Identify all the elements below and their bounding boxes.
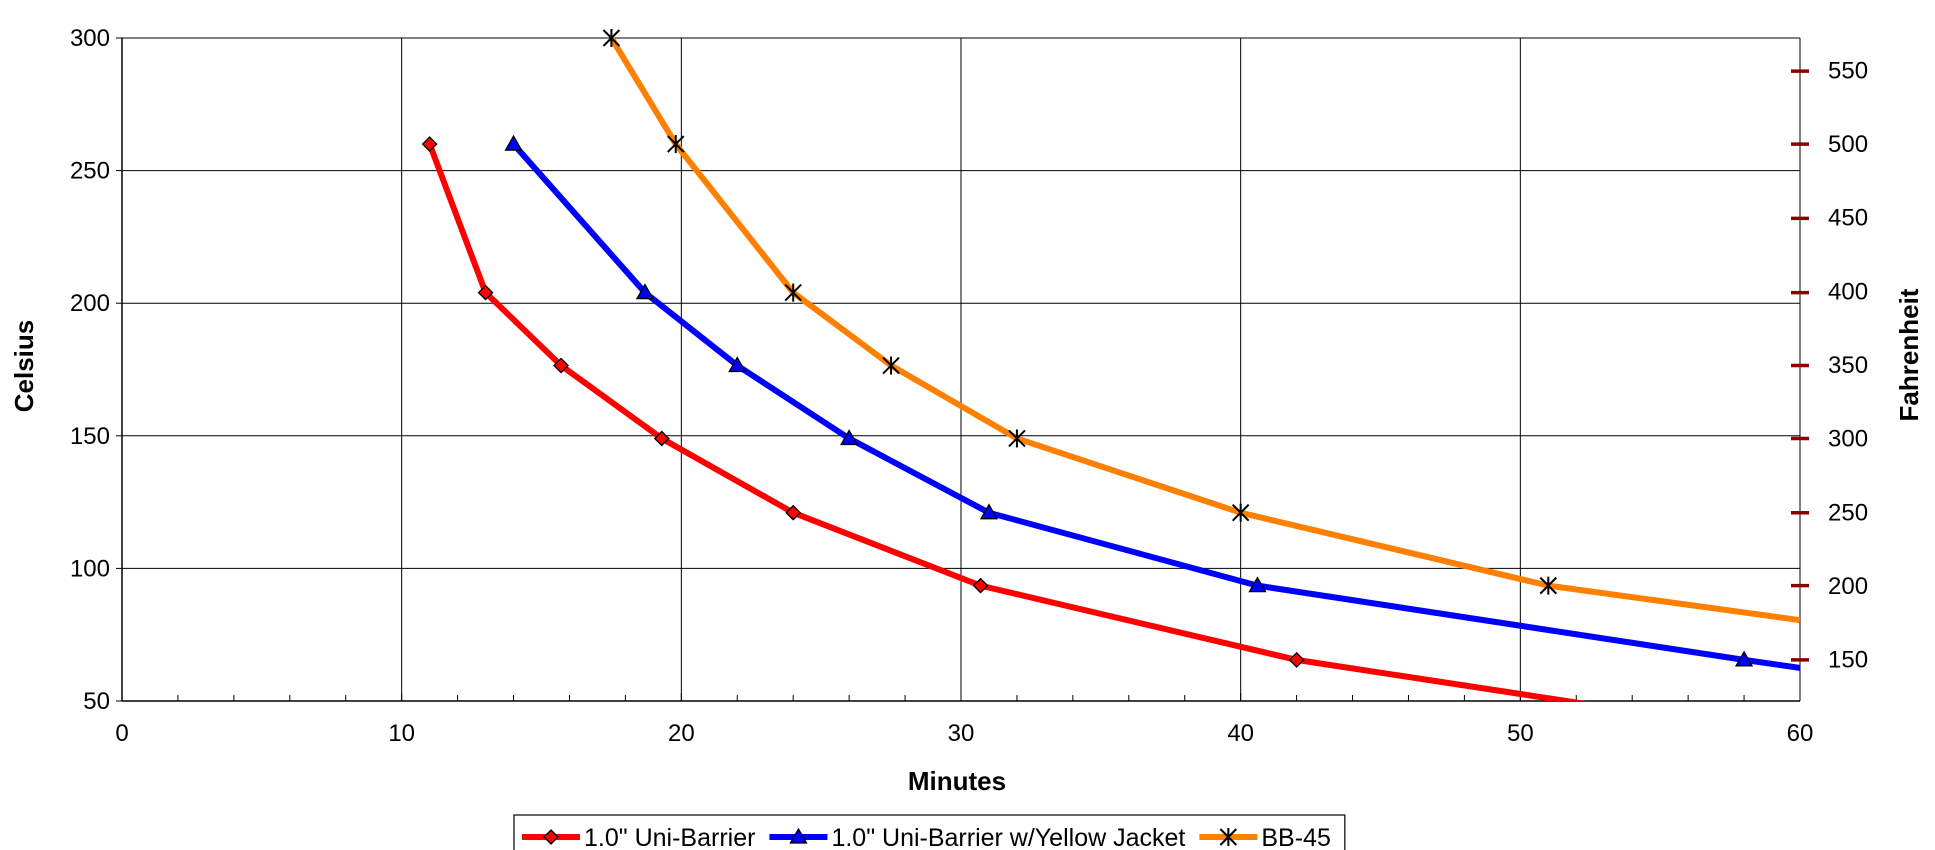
y-tick-label: 300 xyxy=(70,25,110,52)
legend-item-0: 1.0" Uni-Barrier xyxy=(522,824,755,850)
data-point xyxy=(635,283,655,300)
axes-layer xyxy=(116,37,1809,702)
series-line-0 xyxy=(426,143,1587,701)
data-point xyxy=(1248,576,1267,593)
data-point xyxy=(728,356,747,373)
data-point xyxy=(840,429,859,446)
y-tick-label: 150 xyxy=(70,423,110,450)
data-point xyxy=(1231,503,1250,522)
data-point xyxy=(602,29,621,47)
data-point xyxy=(553,357,569,374)
data-point xyxy=(477,284,494,301)
series-line-1 xyxy=(511,142,1800,671)
y2-tick-label: 500 xyxy=(1828,131,1868,158)
y2-tick-label: 400 xyxy=(1828,278,1868,305)
legend-marker xyxy=(789,827,808,844)
data-point xyxy=(784,283,802,302)
x-tick-label: 20 xyxy=(668,720,695,747)
legend-item-2: BB-45 xyxy=(1199,824,1331,850)
x-tick-label: 50 xyxy=(1507,720,1534,747)
labels-layer: 0 10 20 30 40 50 60 50 100 150 200 250 300 150 200 250 3… xyxy=(70,25,1868,747)
y2-tick-label: 150 xyxy=(1828,647,1868,674)
legend-box xyxy=(513,814,1346,850)
data-point xyxy=(667,135,685,154)
data-point xyxy=(421,136,438,152)
legend-marker xyxy=(1219,828,1238,846)
data-point xyxy=(1288,651,1305,668)
y2-axis-title: Fahrenheit xyxy=(1894,288,1924,421)
y-tick-label: 250 xyxy=(70,158,110,185)
data-point xyxy=(1008,429,1026,448)
series-line-2 xyxy=(608,36,1800,624)
data-point xyxy=(785,504,802,521)
x-tick-label: 60 xyxy=(1787,720,1814,747)
y2-tick-label: 300 xyxy=(1828,426,1868,453)
x-tick-label: 0 xyxy=(115,720,128,747)
y2-tick-label: 250 xyxy=(1828,499,1868,526)
legend-label: 1.0" Uni-Barrier w/Yellow Jacket xyxy=(831,824,1185,850)
y2-tick-label: 450 xyxy=(1828,205,1868,232)
data-point xyxy=(653,430,670,447)
y-tick-label: 100 xyxy=(70,555,110,582)
data-point xyxy=(979,503,999,520)
legend-item-1: 1.0" Uni-Barrier w/Yellow Jacket xyxy=(769,824,1185,850)
y-axis-title: Celsius xyxy=(9,320,39,413)
data-point xyxy=(882,356,900,375)
data-point xyxy=(972,577,989,594)
y2-tick-label: 200 xyxy=(1828,573,1868,600)
y-tick-label: 200 xyxy=(70,290,110,317)
legend-label: 1.0" Uni-Barrier xyxy=(584,824,755,850)
x-tick-label: 30 xyxy=(948,720,975,747)
data-point xyxy=(1734,650,1754,667)
legend: 1.0" Uni-Barrier 1.0" Uni-Barrier w/Yello… xyxy=(513,814,1346,850)
y-tick-label: 50 xyxy=(83,688,110,715)
data-point xyxy=(504,134,523,151)
series-layer xyxy=(421,29,1800,701)
data-point xyxy=(1539,576,1558,595)
legend-label: BB-45 xyxy=(1261,824,1330,850)
legend-marker xyxy=(543,829,559,845)
y2-tick-label: 350 xyxy=(1828,352,1868,379)
y2-tick-label: 550 xyxy=(1828,57,1868,84)
x-tick-label: 40 xyxy=(1227,720,1254,747)
grid-layer xyxy=(122,37,1800,701)
x-tick-label: 10 xyxy=(388,720,415,747)
x-axis-title: Minutes xyxy=(908,766,1006,796)
